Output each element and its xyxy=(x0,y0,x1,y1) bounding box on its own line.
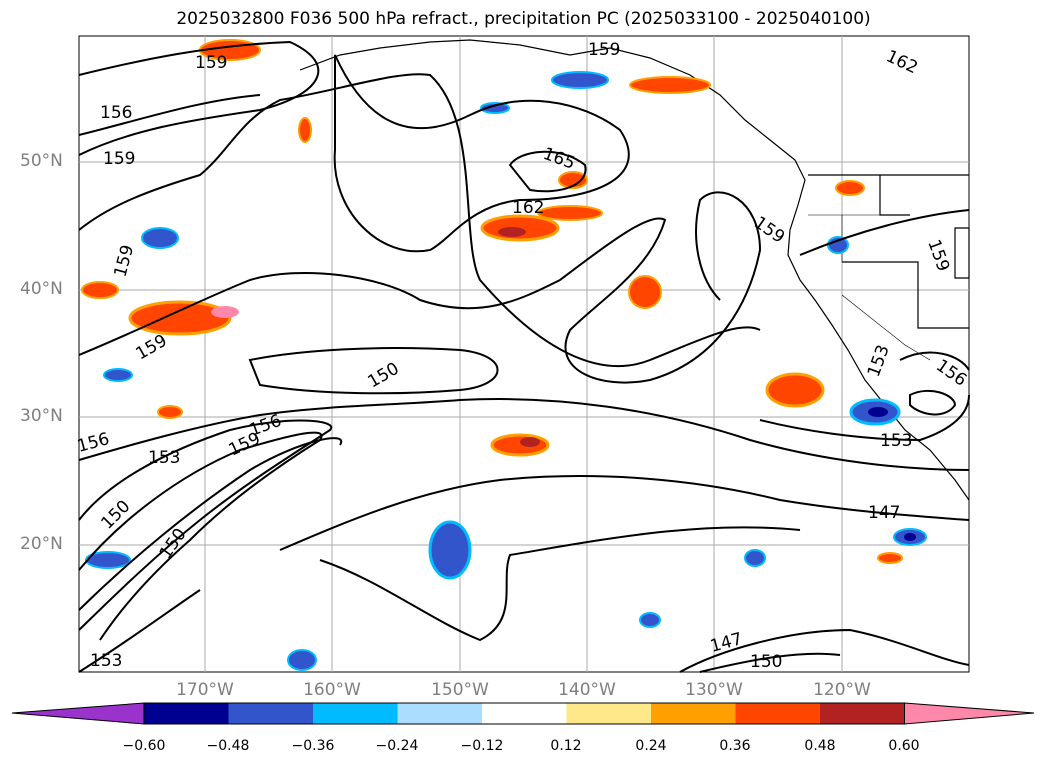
colorbar-bin xyxy=(735,703,820,724)
colorbar-bin xyxy=(482,703,567,724)
lon-label: 170°W xyxy=(176,680,234,700)
colorbar-bin xyxy=(820,703,905,724)
colorbar-tick: −0.24 xyxy=(375,738,419,754)
lon-label: 150°W xyxy=(431,680,489,700)
colorbar-tick: −0.48 xyxy=(206,738,250,754)
contour-label: 159 xyxy=(588,40,620,60)
contour-label: 150 xyxy=(750,652,782,672)
map-frame xyxy=(78,35,970,673)
precip-shading xyxy=(81,39,927,671)
colorbar-bin xyxy=(566,703,651,724)
map-title: 2025032800 F036 500 hPa refract., precip… xyxy=(176,9,871,29)
contour-label: 159 xyxy=(195,53,227,73)
contour-label: 153 xyxy=(880,431,912,451)
colorbar-bin xyxy=(651,703,736,724)
contour-label: 162 xyxy=(512,198,544,218)
colorbar xyxy=(11,702,1035,725)
lon-label: 130°W xyxy=(685,680,743,700)
colorbar-extend-low xyxy=(11,702,145,725)
colorbar-bin xyxy=(397,703,482,724)
colorbar-bin xyxy=(313,703,398,724)
colorbar-extend-high xyxy=(904,702,1035,725)
coastline xyxy=(299,39,970,501)
lat-label: 50°N xyxy=(20,151,63,171)
colorbar-tick: −0.12 xyxy=(460,738,504,754)
colorbar-tick: 0.12 xyxy=(550,738,582,754)
colorbar-tick: 0.36 xyxy=(719,738,751,754)
lat-label: 40°N xyxy=(20,279,63,299)
colorbar-tick: 0.24 xyxy=(635,738,667,754)
colorbar-bin xyxy=(228,703,313,724)
colorbar-tick: 0.60 xyxy=(888,738,920,754)
colorbar-tick: −0.60 xyxy=(122,738,166,754)
colorbar-tick: 0.48 xyxy=(804,738,836,754)
colorbar-bin xyxy=(144,703,229,724)
colorbar-tick: −0.36 xyxy=(291,738,335,754)
lon-label: 120°W xyxy=(813,680,871,700)
contour-label: 156 xyxy=(100,103,132,123)
contour-lines xyxy=(78,40,970,673)
contour-label: 147 xyxy=(868,503,900,523)
lon-label: 140°W xyxy=(558,680,616,700)
lat-label: 20°N xyxy=(20,534,63,554)
lon-label: 160°W xyxy=(303,680,361,700)
lat-label: 30°N xyxy=(20,406,63,426)
contour-label: 153 xyxy=(148,448,180,468)
contour-label: 159 xyxy=(103,149,135,169)
contour-label: 153 xyxy=(90,651,122,671)
